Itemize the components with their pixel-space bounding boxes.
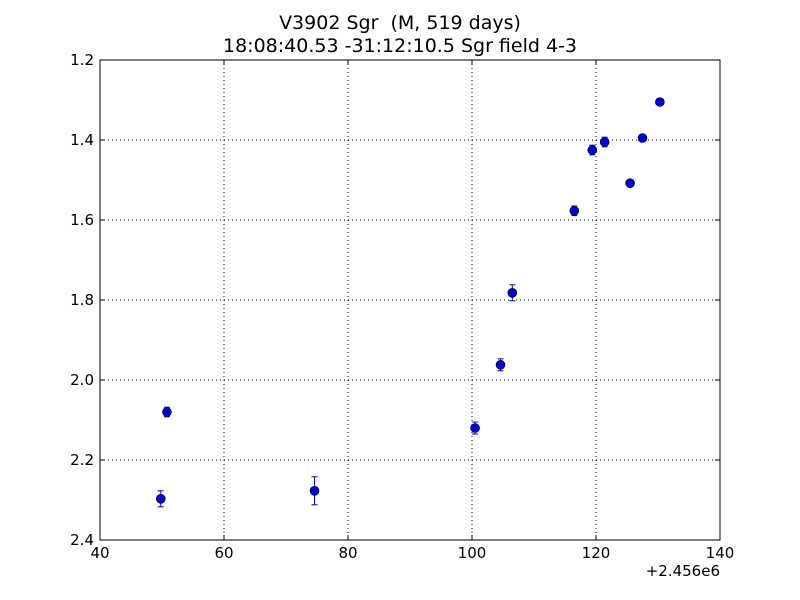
y-tick-label: 1.6	[70, 211, 94, 229]
data-point	[470, 423, 480, 433]
chart-title: V3902 Sgr (M, 519 days)	[279, 12, 521, 34]
data-point	[625, 178, 635, 188]
x-tick-label: 120	[582, 544, 611, 562]
grid-lines	[100, 60, 720, 540]
data-points	[155, 97, 665, 504]
error-bars	[157, 99, 663, 508]
y-tick-label: 1.4	[70, 131, 94, 149]
data-point	[162, 407, 172, 417]
x-offset-label: +2.456e6	[646, 562, 720, 580]
data-point	[637, 133, 648, 143]
data-point	[599, 137, 610, 147]
data-point	[495, 359, 506, 370]
data-point	[655, 97, 665, 107]
y-tick-label: 1.2	[70, 51, 94, 69]
data-point	[587, 145, 598, 155]
x-tick-label: 80	[338, 544, 357, 562]
tick-labels: 40 60 80 100 120 140 1.2 1.4 1.6 1.8 2.0 2.2 2.4	[70, 51, 734, 562]
y-tick-label: 2.0	[70, 371, 94, 389]
chart-subtitle: 18:08:40.53 -31:12:10.5 Sgr field 4-3	[223, 35, 577, 57]
x-tick-label: 100	[458, 544, 487, 562]
x-tick-label: 60	[214, 544, 233, 562]
y-tick-label: 1.8	[70, 291, 94, 309]
data-point	[569, 206, 580, 216]
y-tick-label: 2.2	[70, 451, 94, 469]
y-tick-label: 2.4	[70, 531, 94, 549]
axis-ticks	[99, 59, 721, 541]
x-tick-label: 140	[706, 544, 735, 562]
x-tick-label: 40	[90, 544, 109, 562]
data-point	[155, 493, 166, 504]
data-point	[309, 485, 320, 496]
data-point	[507, 287, 518, 298]
